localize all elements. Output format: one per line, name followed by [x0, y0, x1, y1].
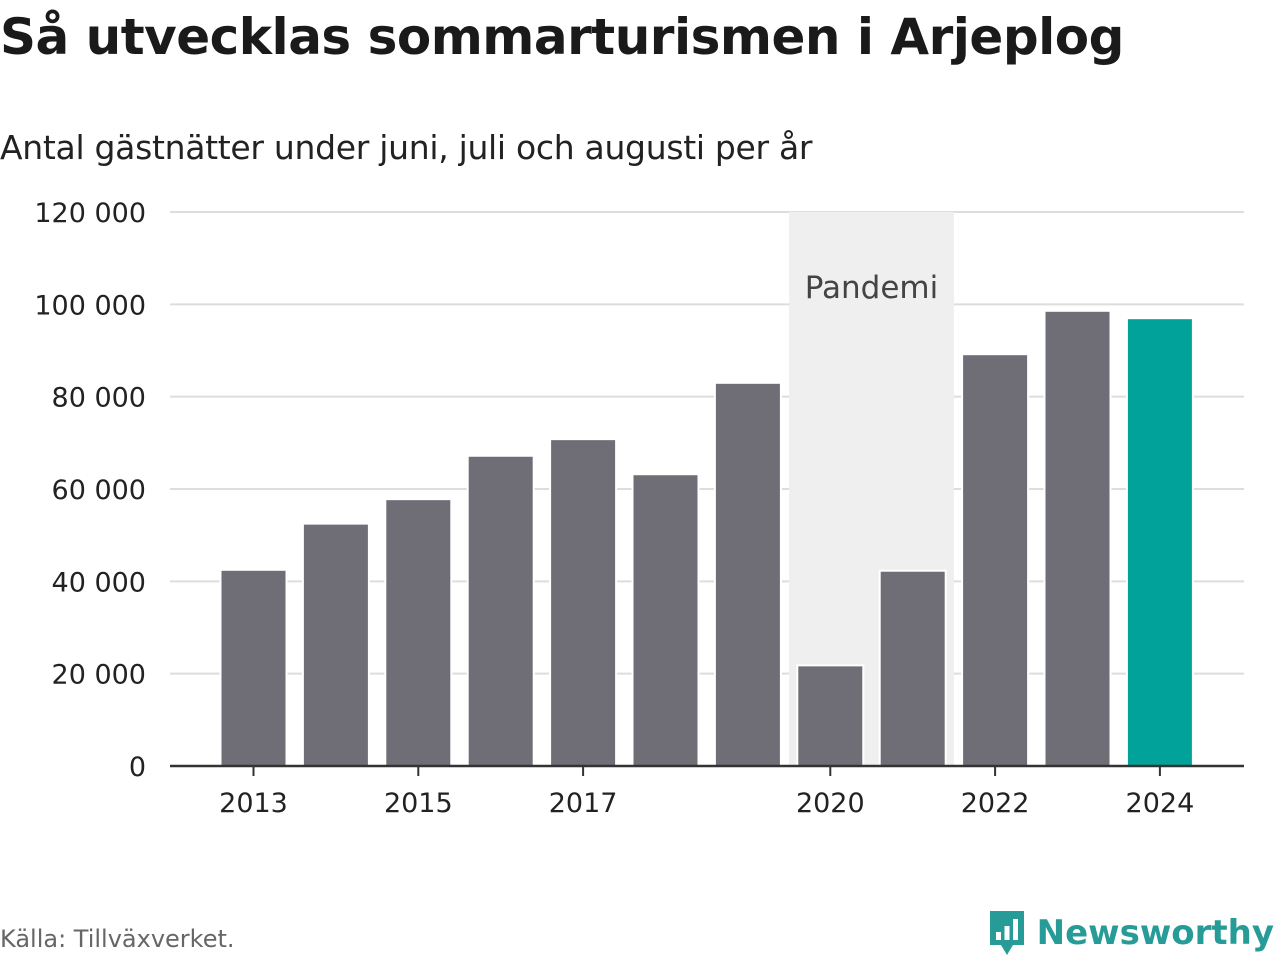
source-note: Källa: Tillväxverket.: [0, 925, 235, 953]
brand-logo: Newsworthy: [987, 908, 1274, 958]
bar-2024: [1125, 317, 1194, 768]
bar-2023: [1043, 309, 1112, 767]
bar-2014: [301, 522, 370, 767]
brand-name: Newsworthy: [1036, 913, 1274, 953]
bar-2019: [713, 381, 782, 767]
y-tick-label: 120 000: [34, 198, 146, 229]
bar-2013: [219, 568, 288, 767]
y-tick-label: 0: [129, 752, 146, 783]
x-tick-label: 2022: [961, 788, 1030, 819]
x-tick-label: 2015: [384, 788, 453, 819]
bar-2016: [466, 454, 535, 767]
bar-2021: [878, 569, 947, 767]
x-tick-label: 2024: [1126, 788, 1195, 819]
bar-chart: Pandemi 0 20 000 40 000 60 000 80 000 100 000 1…: [34, 198, 1244, 819]
bar-2022: [961, 353, 1030, 767]
bar-2017: [549, 438, 618, 767]
pandemic-label: Pandemi: [805, 270, 939, 306]
bar-chart-speech-bubble-icon: [989, 911, 1024, 955]
chart-title: Så utvecklas sommarturismen i Arjeplog: [0, 8, 1124, 66]
bar-2020: [796, 664, 865, 767]
x-tick-label: 2013: [219, 788, 288, 819]
y-tick-label: 80 000: [52, 383, 146, 414]
y-tick-label: 20 000: [52, 660, 146, 691]
bar-2015: [384, 498, 453, 767]
y-tick-label: 40 000: [52, 567, 146, 598]
y-tick-label: 60 000: [52, 475, 146, 506]
x-tick-label: 2017: [549, 788, 618, 819]
chart-subtitle: Antal gästnätter under juni, juli och au…: [0, 128, 813, 167]
x-tick-label: 2020: [796, 788, 865, 819]
y-tick-label: 100 000: [34, 290, 146, 321]
bar-2018: [631, 473, 700, 767]
